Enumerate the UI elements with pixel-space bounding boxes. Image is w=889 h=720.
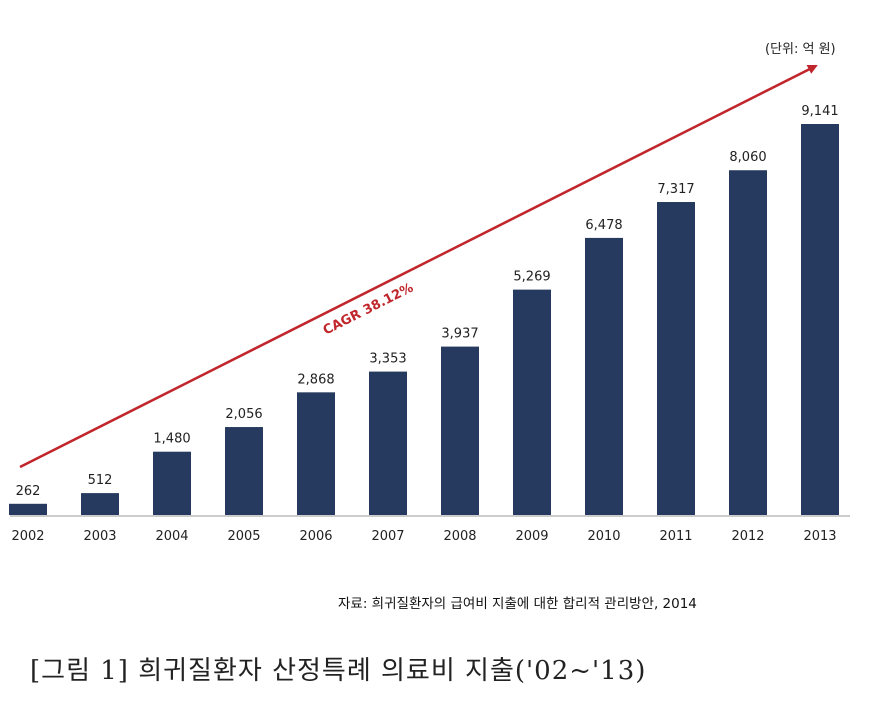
tick-label-2011: 2011 [659, 529, 692, 544]
bar-2008 [441, 346, 479, 515]
tick-label-2004: 2004 [155, 529, 188, 544]
value-label-2007: 3,353 [369, 352, 406, 367]
bar-2004 [153, 451, 191, 515]
tick-label-2010: 2010 [587, 529, 620, 544]
bar-2006 [297, 392, 335, 515]
value-label-2009: 5,269 [513, 270, 550, 285]
figure-caption: [그림 1] 희귀질환자 산정특례 의료비 지출('02~'13) [30, 656, 647, 686]
value-label-2004: 1,480 [153, 432, 190, 447]
unit-label: (단위: 억 원) [765, 42, 836, 57]
bar-2012 [729, 170, 767, 516]
value-label-2008: 3,937 [441, 327, 478, 342]
cagr-trend-arrow [19, 64, 818, 469]
bar-2010 [585, 237, 623, 515]
tick-label-2013: 2013 [803, 529, 836, 544]
tick-label-2009: 2009 [515, 529, 548, 544]
tick-label-2006: 2006 [299, 529, 332, 544]
value-label-2010: 6,478 [585, 218, 622, 233]
bar-2003 [81, 493, 119, 515]
bar-2007 [369, 371, 407, 515]
value-label-2013: 9,141 [801, 104, 838, 119]
bar-chart: 262 2002 512 2003 1,480 2004 2,056 2005 2,868 200… [9, 64, 850, 544]
tick-label-2012: 2012 [731, 529, 764, 544]
value-label-2003: 512 [88, 473, 113, 488]
value-label-2006: 2,868 [297, 372, 334, 387]
bar-2011 [657, 202, 695, 515]
value-label-2002: 262 [16, 484, 41, 499]
tick-label-2002: 2002 [11, 529, 44, 544]
value-label-2012: 8,060 [729, 150, 766, 165]
bar-2002 [9, 503, 47, 515]
value-label-2005: 2,056 [225, 407, 262, 422]
bar-2005 [225, 427, 263, 515]
tick-label-2005: 2005 [227, 529, 260, 544]
tick-label-2008: 2008 [443, 529, 476, 544]
value-label-2011: 7,317 [657, 182, 694, 197]
bar-2013 [801, 124, 839, 515]
bar-2009 [513, 289, 551, 515]
tick-label-2003: 2003 [83, 529, 116, 544]
source-note: 자료: 희귀질환자의 급여비 지출에 대한 합리적 관리방안, 2014 [338, 596, 697, 612]
tick-label-2007: 2007 [371, 529, 404, 544]
